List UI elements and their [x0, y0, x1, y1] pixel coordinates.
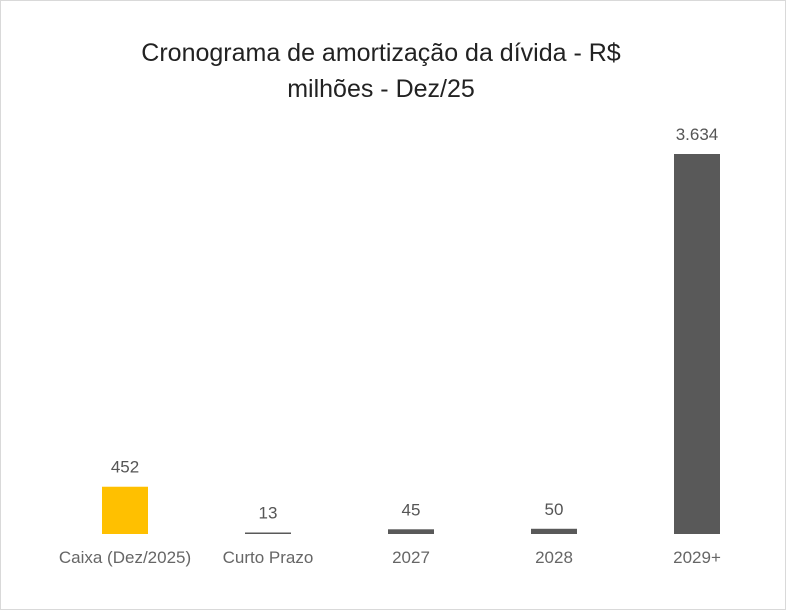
bar-value-label-4: 50	[545, 500, 564, 519]
chart-title-line-1: Cronograma de amortização da dívida - R$	[141, 39, 621, 67]
bar-4	[531, 528, 577, 534]
bar-value-label-3: 45	[402, 500, 421, 519]
bar-2	[245, 532, 291, 534]
bar-value-label-2: 13	[259, 504, 278, 523]
chart-title: Cronograma de amortização da dívida - R$…	[61, 35, 701, 107]
bar-value-label-1: 452	[111, 458, 139, 477]
bar-3	[388, 529, 434, 534]
category-label-2: Curto Prazo	[223, 548, 314, 567]
chart-title-line-2: milhões - Dez/25	[287, 75, 475, 103]
category-label-4: 2028	[535, 548, 573, 567]
category-label-5: 2029+	[673, 548, 721, 567]
bar-1	[102, 486, 148, 534]
category-label-1: Caixa (Dez/2025)	[59, 548, 191, 567]
category-label-3: 2027	[392, 548, 430, 567]
bar-value-label-5: 3.634	[676, 125, 719, 144]
bar-5	[674, 154, 720, 534]
